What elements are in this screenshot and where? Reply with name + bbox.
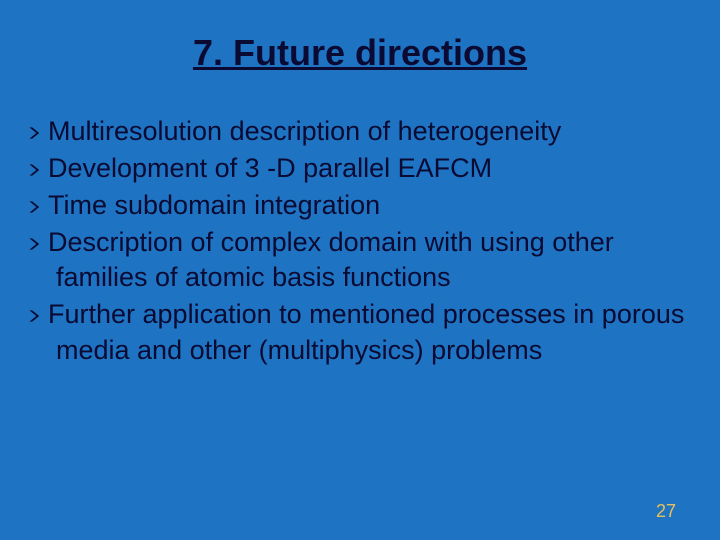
bullet-text: Time subdomain integration — [48, 190, 380, 220]
chevron-right-icon — [28, 114, 48, 149]
bullet-text: Description of complex domain with using… — [48, 227, 614, 292]
chevron-right-icon — [28, 188, 48, 223]
list-item: Description of complex domain with using… — [28, 225, 692, 295]
bullet-text: Further application to mentioned process… — [48, 299, 684, 364]
bullet-text: Multiresolution description of heterogen… — [48, 116, 561, 146]
slide-title: 7. Future directions — [0, 0, 720, 114]
chevron-right-icon — [28, 297, 48, 332]
bullet-list: Multiresolution description of heterogen… — [0, 114, 720, 368]
chevron-right-icon — [28, 225, 48, 260]
list-item: Further application to mentioned process… — [28, 297, 692, 367]
bullet-text: Development of 3 -D parallel EAFCM — [48, 153, 492, 183]
list-item: Multiresolution description of heterogen… — [28, 114, 692, 149]
page-number: 27 — [656, 501, 676, 522]
list-item: Time subdomain integration — [28, 188, 692, 223]
list-item: Development of 3 -D parallel EAFCM — [28, 151, 692, 186]
chevron-right-icon — [28, 151, 48, 186]
